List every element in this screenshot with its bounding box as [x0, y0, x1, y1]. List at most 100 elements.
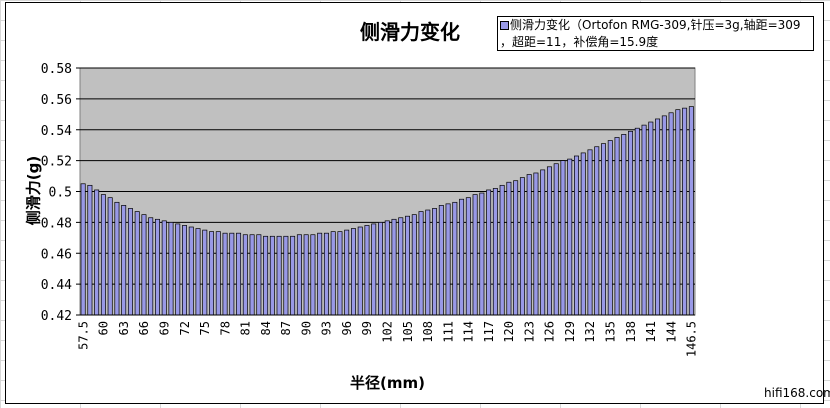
x-tick-label: 135: [604, 321, 618, 343]
bar: [350, 228, 356, 316]
x-tick-label: 123: [522, 321, 536, 343]
x-tick-label: 102: [381, 321, 395, 343]
bar: [283, 235, 289, 316]
bar: [209, 231, 215, 316]
bar: [601, 143, 606, 316]
bar: [141, 214, 147, 316]
x-tick-label: 96: [340, 321, 354, 335]
bar: [398, 217, 404, 316]
y-tick-label: 0.42: [41, 309, 72, 324]
bar: [594, 146, 600, 316]
chart-title: 侧滑力变化: [360, 20, 460, 44]
bar: [580, 152, 586, 316]
bar: [546, 166, 552, 316]
bar: [567, 158, 573, 316]
bar: [215, 231, 221, 316]
x-tick-label: 63: [117, 321, 131, 335]
bar: [121, 205, 127, 316]
x-tick-label: 93: [320, 321, 334, 335]
bar: [175, 223, 181, 316]
y-tick-label: 0.44: [41, 278, 72, 293]
bar: [526, 174, 532, 316]
bar: [513, 180, 519, 316]
bar: [492, 188, 498, 316]
bar: [371, 223, 377, 316]
y-tick-label: 0.56: [41, 93, 72, 108]
bar: [418, 211, 424, 316]
y-tick-label: 0.58: [41, 62, 72, 77]
bar: [486, 189, 492, 316]
bar: [479, 192, 485, 316]
x-tick-label: 69: [157, 321, 171, 335]
y-tick-label: 0.52: [41, 155, 72, 170]
bar: [540, 169, 546, 316]
bar: [263, 235, 269, 316]
y-axis-title: 侧滑力(g): [24, 155, 43, 226]
bar: [161, 220, 167, 316]
bar: [391, 218, 397, 316]
x-tick-label: 144: [664, 321, 678, 343]
x-tick-label: 126: [543, 321, 557, 343]
bar: [452, 201, 458, 316]
bar: [668, 112, 674, 316]
bar: [675, 109, 681, 316]
bar: [465, 197, 471, 316]
bar: [357, 226, 363, 316]
bar: [472, 194, 478, 316]
bar: [432, 208, 438, 316]
bar: [337, 231, 343, 316]
x-tick-label: 117: [482, 321, 496, 343]
bar: [641, 124, 647, 316]
bar: [317, 232, 323, 316]
bar: [290, 235, 296, 316]
x-tick-label: 78: [218, 321, 232, 335]
bar: [100, 194, 106, 316]
y-tick-label: 0.5: [49, 186, 72, 201]
bar: [114, 201, 120, 316]
x-tick-label: 84: [259, 321, 273, 335]
y-tick-label: 0.48: [41, 216, 72, 231]
bar: [378, 222, 383, 316]
bar: [344, 229, 350, 316]
bar: [688, 106, 694, 316]
x-tick-label: 66: [137, 321, 151, 335]
bar: [560, 160, 566, 316]
bar: [236, 232, 242, 316]
bar: [296, 234, 302, 316]
y-tick-label: 0.46: [41, 247, 72, 262]
bar: [519, 177, 525, 316]
bar: [411, 214, 417, 316]
bar: [621, 134, 627, 316]
legend-label-line1: 侧滑力变化（Ortofon RMG-309,针压=3g,轴距=309: [510, 18, 801, 32]
bar: [87, 184, 93, 316]
bar: [276, 235, 282, 316]
bar: [661, 115, 667, 316]
bar: [188, 226, 194, 316]
legend[interactable]: 侧滑力变化（Ortofon RMG-309,针压=3g,轴距=309 ，超距=1…: [497, 16, 814, 51]
x-tick-label: 146.5: [685, 321, 699, 357]
legend-swatch: [500, 21, 509, 30]
x-tick-label: 105: [401, 321, 415, 343]
bar: [148, 217, 154, 316]
x-tick-label: 87: [279, 321, 293, 335]
bar: [249, 234, 255, 316]
bar: [310, 234, 316, 316]
bar: [587, 149, 593, 316]
bar: [506, 181, 512, 316]
bar: [533, 172, 539, 316]
bar: [134, 211, 140, 316]
x-tick-label: 90: [299, 321, 313, 335]
bar: [269, 235, 275, 316]
x-tick-label: 81: [239, 321, 253, 335]
bar: [242, 234, 248, 316]
bar: [364, 225, 370, 316]
bar: [614, 137, 620, 316]
bar: [195, 228, 201, 316]
bar: [256, 234, 262, 316]
bar: [229, 232, 235, 316]
bar: [202, 229, 208, 316]
x-tick-label: 99: [360, 321, 374, 335]
x-tick-label: 129: [563, 321, 577, 343]
bar: [628, 130, 634, 316]
bar: [323, 232, 329, 316]
